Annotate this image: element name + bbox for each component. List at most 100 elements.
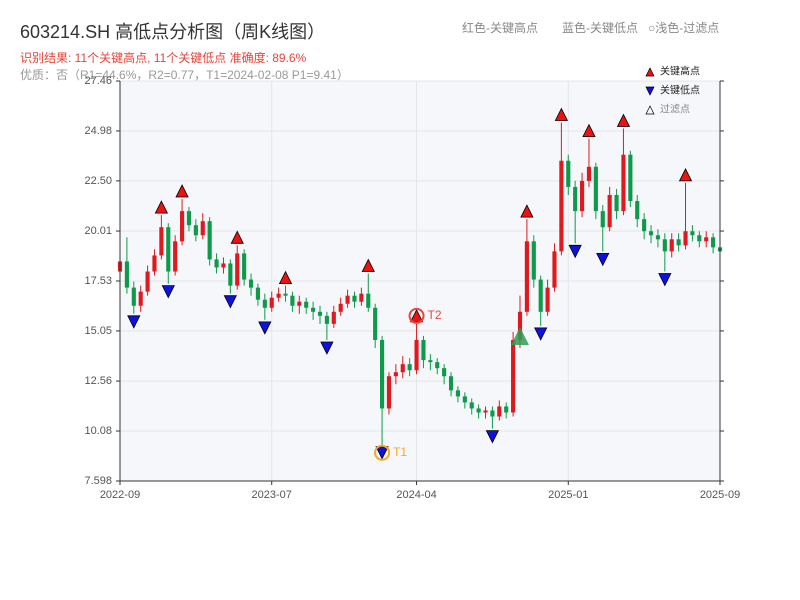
candle-body — [228, 263, 233, 286]
candle-body — [297, 301, 302, 306]
candle-body — [593, 166, 598, 212]
candle-body — [469, 402, 474, 409]
candle-body — [124, 261, 129, 288]
marker — [154, 200, 169, 214]
candle-body — [373, 307, 378, 340]
candle-body — [600, 211, 605, 228]
y-tick-label: 17.53 — [84, 275, 112, 287]
candle-body — [393, 372, 398, 377]
marker — [258, 321, 272, 335]
candle-body — [235, 253, 240, 286]
candle-body — [173, 241, 178, 272]
marker — [534, 327, 548, 341]
candle-body — [490, 410, 495, 417]
candle-body — [248, 279, 254, 288]
candle-body — [262, 299, 267, 308]
marker — [568, 244, 582, 259]
marker — [582, 123, 596, 137]
candle-body — [421, 339, 426, 361]
chart-title: 603214.SH 高低点分析图（周K线图） — [20, 22, 325, 42]
candle-body — [635, 201, 640, 220]
marker — [230, 230, 244, 244]
candle-body — [407, 364, 412, 371]
marker — [520, 204, 534, 218]
candle-body — [138, 291, 143, 306]
candle-body — [628, 154, 633, 202]
candle-body — [455, 390, 460, 397]
candle-body — [697, 235, 702, 242]
header-legend: 红色-关键高点 — [462, 20, 538, 35]
candle-body — [311, 307, 316, 312]
y-tick-label: 24.98 — [84, 125, 112, 137]
candle-body — [448, 376, 454, 391]
candle-body — [676, 239, 681, 246]
y-tick-label: 7.598 — [84, 475, 112, 487]
candle-body — [442, 368, 447, 377]
candle-body — [538, 279, 543, 312]
marker — [320, 341, 334, 355]
marker — [161, 285, 175, 299]
annotation-label: T1 — [393, 445, 407, 459]
candle-body — [524, 241, 529, 312]
marker — [554, 107, 569, 121]
candle-body — [221, 263, 226, 268]
candle-body — [559, 160, 564, 252]
candle-body — [400, 364, 405, 373]
candle-body — [380, 339, 385, 409]
candle-body — [366, 293, 371, 308]
candle-body — [290, 295, 295, 306]
candle-body — [283, 293, 288, 296]
candle-body — [152, 255, 157, 272]
legend-label: 过滤点 — [660, 103, 690, 116]
x-tick-label: 2025-01 — [548, 489, 588, 501]
candle-body — [193, 225, 198, 236]
candle-body — [331, 311, 336, 324]
candle-body — [517, 311, 523, 340]
candle-body — [145, 271, 150, 292]
y-tick-label: 10.08 — [84, 425, 112, 437]
marker — [511, 326, 529, 345]
candle-body — [621, 154, 626, 212]
y-tick-label: 15.05 — [84, 325, 112, 337]
candle-body — [255, 287, 260, 300]
candle-body — [186, 211, 192, 226]
candle-body — [704, 237, 709, 242]
legend-swatch — [645, 86, 655, 96]
marker — [596, 252, 610, 267]
candle-body — [683, 231, 688, 246]
candle-body — [207, 221, 212, 260]
header-legend: 蓝色-关键低点 — [562, 21, 638, 35]
marker — [223, 295, 237, 309]
candle-body — [462, 396, 467, 403]
marker — [175, 184, 189, 198]
candle-body — [586, 166, 592, 181]
candle-body — [511, 339, 516, 413]
annotation-circle — [374, 444, 391, 461]
candle-body — [566, 160, 571, 187]
legend-swatch — [645, 105, 655, 115]
candle-body — [552, 251, 557, 288]
y-tick-label: 27.46 — [84, 75, 112, 87]
marker — [678, 168, 693, 182]
candle-body — [428, 360, 433, 363]
candle-body — [497, 406, 502, 417]
candle-body — [338, 303, 343, 312]
candle-body — [345, 295, 350, 304]
marker — [127, 315, 141, 329]
y-tick-label: 22.50 — [84, 175, 112, 187]
candle-body — [386, 376, 392, 409]
x-tick-label: 2022-09 — [100, 489, 140, 501]
candle-body — [655, 235, 660, 240]
candle-body — [435, 362, 440, 369]
candle-body — [504, 406, 509, 413]
candle-body — [276, 293, 281, 298]
header-legend: ○浅色-过滤点 — [648, 21, 719, 35]
marker — [361, 258, 375, 272]
candle-body — [242, 253, 247, 280]
subtitle: 识别结果: 11个关键高点, 11个关键低点 准确度: 89.6% — [20, 50, 307, 65]
candle-body — [531, 241, 536, 280]
candle-body — [580, 180, 585, 212]
candle-body — [352, 295, 357, 302]
candle-body — [269, 297, 274, 308]
